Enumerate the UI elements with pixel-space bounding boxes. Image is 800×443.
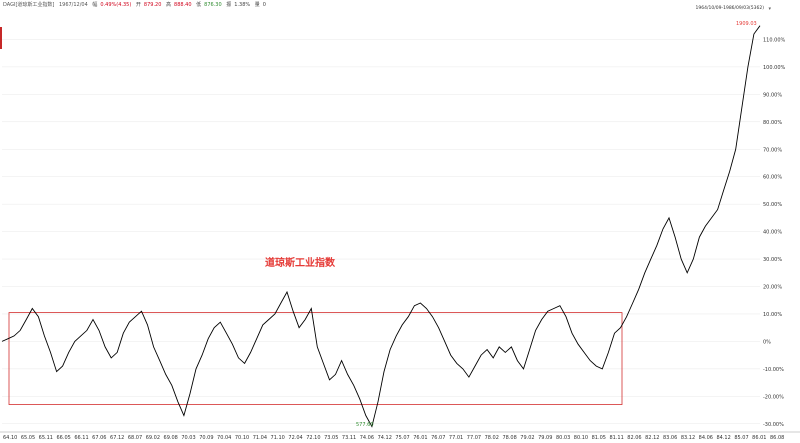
x-tick-label: 67.06	[92, 435, 106, 441]
x-tick-label: 86.08	[770, 435, 784, 441]
grid	[2, 39, 760, 425]
y-axis: 110.00% 100.00% 90.00% 80.00% 70.00% 60.00% 50…	[763, 37, 785, 427]
x-tick-label: 77.07	[467, 435, 481, 441]
x-tick-label: 65.05	[21, 435, 35, 441]
x-tick-label: 75.07	[395, 435, 409, 441]
x-tick-label: 70.10	[235, 435, 249, 441]
chart-annotation: 道琼斯工业指数	[265, 256, 336, 269]
y-tick-label: 10.00%	[763, 312, 782, 318]
amp-label: 振	[226, 2, 232, 8]
x-tick-label: 70.09	[199, 435, 213, 441]
range-box	[8, 312, 623, 405]
x-tick-label: 72.10	[306, 435, 320, 441]
date-label: 1967/12/04	[58, 2, 88, 8]
y-tick-label: -10.00%	[763, 367, 784, 373]
x-tick-label: 64.10	[3, 435, 17, 441]
x-tick-label: 79.02	[520, 435, 534, 441]
y-tick-label: 100.00%	[763, 65, 785, 71]
x-tick-label: 70.03	[181, 435, 195, 441]
series-line	[1, 25, 761, 428]
y-tick-label: 90.00%	[763, 92, 782, 98]
x-tick-label: 83.06	[663, 435, 677, 441]
x-tick-label: 76.01	[413, 435, 427, 441]
x-tick-label: 73.05	[324, 435, 338, 441]
min-value-label: 577.60	[356, 422, 374, 428]
x-tick-label: 84.12	[716, 435, 730, 441]
x-tick-label: 80.10	[574, 435, 588, 441]
y-tick-label: 70.00%	[763, 147, 782, 153]
date-range-label[interactable]: 1964/10/09-1986/09/03(5362)	[695, 6, 764, 11]
x-tick-label: 80.03	[556, 435, 570, 441]
symbol-label[interactable]: DAGI[道琼斯工业指数]	[3, 2, 55, 8]
x-tick-label: 74.12	[378, 435, 392, 441]
y-tick-label: 20.00%	[763, 285, 782, 291]
x-tick-label: 72.04	[288, 435, 302, 441]
series-marker	[0, 27, 2, 49]
x-tick-label: 79.09	[538, 435, 552, 441]
amp-value: 1.38%	[234, 2, 251, 8]
x-tick-label: 68.07	[128, 435, 142, 441]
x-tick-label: 66.11	[74, 435, 88, 441]
x-tick-label: 86.01	[752, 435, 766, 441]
max-value-label: 1909.03	[736, 21, 757, 27]
x-tick-label: 73.11	[342, 435, 356, 441]
y-tick-label: 50.00%	[763, 202, 782, 208]
x-tick-label: 71.10	[271, 435, 285, 441]
vol-label: 量	[254, 2, 260, 8]
change-label: 幅	[92, 2, 98, 8]
y-tick-label: 60.00%	[763, 175, 782, 181]
y-tick-label: 40.00%	[763, 230, 782, 236]
y-tick-label: 80.00%	[763, 120, 782, 126]
x-tick-label: 81.05	[592, 435, 606, 441]
low-label: 低	[196, 2, 202, 8]
chevron-down-icon[interactable]: ▾	[768, 6, 771, 12]
x-tick-label: 67.12	[110, 435, 124, 441]
x-tick-label: 82.12	[645, 435, 659, 441]
y-tick-label: -20.00%	[763, 394, 784, 400]
x-axis: 64.10 65.05 65.11 66.05 66.11 67.06 67.12 68.07…	[0, 431, 800, 441]
vol-value: 0	[262, 2, 266, 8]
x-tick-label: 70.04	[217, 435, 231, 441]
open-label: 开	[135, 2, 141, 8]
y-tick-label: -30.00%	[763, 422, 784, 428]
x-tick-label: 78.08	[502, 435, 516, 441]
low-value: 876.30	[204, 2, 222, 8]
x-tick-label: 69.02	[146, 435, 160, 441]
x-tick-label: 66.05	[57, 435, 71, 441]
x-tick-label: 83.12	[681, 435, 695, 441]
x-tick-label: 74.06	[360, 435, 374, 441]
open-value: 879.20	[143, 2, 162, 8]
x-tick-label: 78.02	[485, 435, 499, 441]
y-tick-label: 0%	[763, 339, 771, 345]
x-tick-label: 69.08	[164, 435, 178, 441]
high-value: 888.40	[174, 2, 192, 8]
x-tick-label: 82.06	[627, 435, 641, 441]
x-tick-label: 81.11	[609, 435, 623, 441]
high-label: 高	[166, 2, 172, 8]
change-value: 0.49%(4.35)	[100, 2, 132, 8]
x-tick-label: 77.01	[449, 435, 463, 441]
x-tick-label: 76.07	[431, 435, 445, 441]
x-tick-label: 71.04	[253, 435, 267, 441]
x-tick-label: 65.11	[39, 435, 53, 441]
x-tick-label: 84.06	[699, 435, 713, 441]
x-tick-label: 85.07	[734, 435, 748, 441]
y-tick-label: 110.00%	[763, 37, 785, 43]
y-tick-label: 30.00%	[763, 257, 782, 263]
